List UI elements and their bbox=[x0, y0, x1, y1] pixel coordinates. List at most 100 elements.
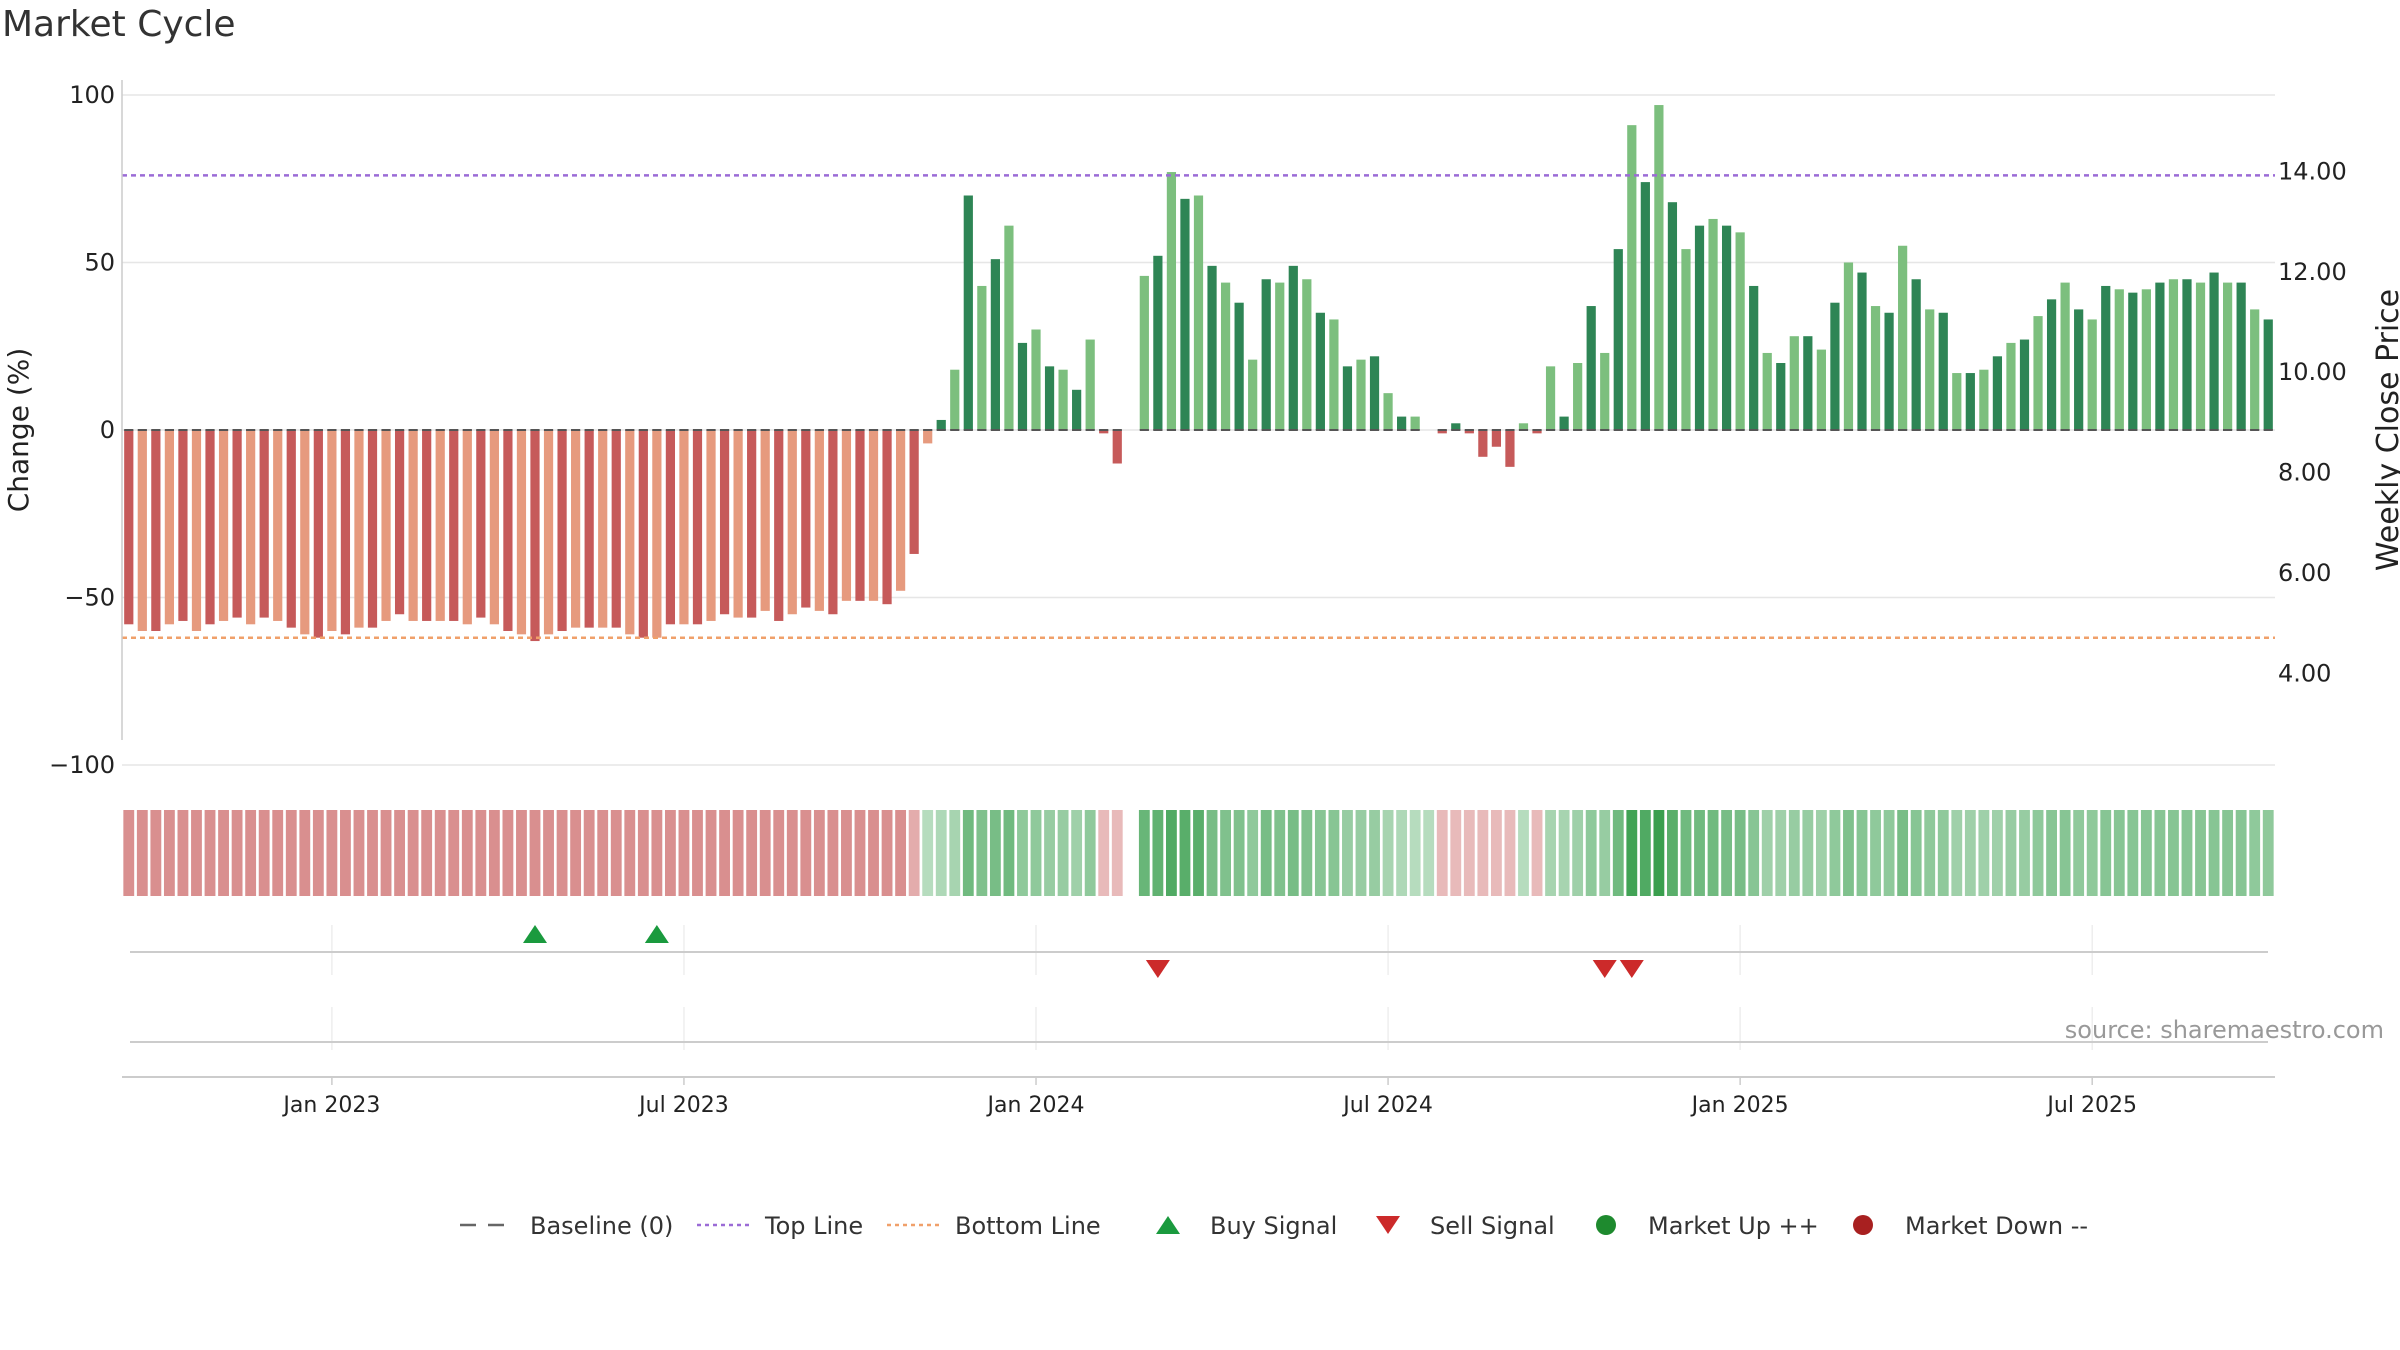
strength-bar bbox=[1477, 810, 1489, 896]
bar bbox=[462, 430, 472, 625]
strength-bar bbox=[1639, 810, 1651, 896]
bar bbox=[124, 430, 134, 625]
strength-bar bbox=[1138, 810, 1150, 896]
strength-bar bbox=[218, 810, 229, 896]
strength-bar bbox=[488, 810, 500, 896]
strength-bar bbox=[1721, 810, 1733, 896]
strength-bar bbox=[556, 810, 568, 896]
strength-bar bbox=[123, 810, 135, 896]
bar bbox=[2182, 279, 2192, 430]
strength-bar bbox=[800, 810, 812, 896]
strength-bar bbox=[1761, 810, 1773, 896]
bar bbox=[2250, 309, 2260, 430]
bar bbox=[1749, 285, 1759, 430]
bar bbox=[774, 430, 784, 621]
strength-bar bbox=[434, 810, 446, 896]
bar bbox=[1302, 279, 1312, 430]
bar bbox=[1518, 423, 1529, 430]
bar bbox=[2033, 316, 2043, 430]
bar bbox=[1776, 363, 1786, 430]
strength-bar bbox=[1707, 810, 1719, 896]
bar bbox=[801, 430, 811, 608]
bar bbox=[1234, 302, 1244, 430]
bar bbox=[340, 430, 351, 635]
bar bbox=[1044, 366, 1055, 430]
strength-bar bbox=[326, 810, 338, 896]
strength-bar bbox=[1193, 810, 1204, 896]
bar bbox=[354, 430, 364, 628]
y2-tick-label: 10.00 bbox=[2278, 358, 2347, 386]
strength-bar bbox=[1991, 810, 2003, 896]
bar bbox=[1315, 312, 1325, 430]
y-tick-label: −100 bbox=[49, 751, 115, 779]
legend-item: Market Down -- bbox=[1853, 1212, 2088, 1240]
strength-bar bbox=[2249, 810, 2261, 896]
bar bbox=[1166, 172, 1177, 431]
bar bbox=[137, 430, 147, 631]
strength-bar bbox=[1369, 810, 1380, 896]
legend-label: Buy Signal bbox=[1210, 1212, 1337, 1240]
strength-bar bbox=[1233, 810, 1245, 896]
bar bbox=[2101, 285, 2111, 430]
bar bbox=[449, 430, 459, 621]
strength-bar bbox=[1490, 810, 1502, 896]
bar bbox=[2263, 319, 2273, 430]
strength-bar bbox=[624, 810, 636, 896]
bar bbox=[2006, 342, 2016, 430]
bar bbox=[1938, 312, 1948, 430]
legend-item: Baseline (0) bbox=[460, 1212, 673, 1240]
bar bbox=[1789, 336, 1799, 430]
strength-bar bbox=[299, 810, 311, 896]
bar bbox=[706, 430, 716, 621]
strength-strip bbox=[123, 810, 2274, 896]
bar bbox=[164, 430, 174, 625]
bar bbox=[584, 430, 594, 628]
bar bbox=[1911, 279, 1921, 430]
bar bbox=[2074, 309, 2084, 430]
bar bbox=[2060, 282, 2070, 430]
strength-bar bbox=[1057, 810, 1069, 896]
bar bbox=[1627, 125, 1637, 431]
bar bbox=[381, 430, 391, 621]
strength-bar bbox=[2181, 810, 2193, 896]
strength-bar bbox=[2208, 810, 2220, 896]
bar bbox=[841, 430, 852, 601]
y2-tick-label: 14.00 bbox=[2278, 157, 2347, 185]
bar bbox=[1573, 363, 1583, 430]
strength-bar bbox=[204, 810, 216, 896]
bar bbox=[394, 430, 405, 615]
bar bbox=[218, 430, 229, 621]
buy-signal-marker bbox=[644, 925, 669, 943]
strength-bar bbox=[1910, 810, 1922, 896]
sell-signal-marker bbox=[1619, 960, 1644, 978]
strength-bar bbox=[448, 810, 460, 896]
bar bbox=[1085, 339, 1095, 430]
strength-bar bbox=[1951, 810, 1963, 896]
legend-label: Top Line bbox=[764, 1212, 863, 1240]
bar bbox=[1220, 282, 1231, 430]
buy-signal-marker bbox=[522, 925, 547, 943]
strength-bar bbox=[1436, 810, 1448, 896]
bar bbox=[313, 430, 323, 638]
strength-bar bbox=[1815, 810, 1827, 896]
bar bbox=[1288, 265, 1298, 430]
legend-item: Sell Signal bbox=[1376, 1212, 1555, 1240]
bar bbox=[1545, 366, 1556, 430]
bar bbox=[1017, 342, 1028, 430]
sell-signal-marker bbox=[1592, 960, 1617, 978]
bar bbox=[909, 430, 919, 554]
strength-bar bbox=[2005, 810, 2017, 896]
legend-item: Market Up ++ bbox=[1596, 1212, 1819, 1240]
strength-bar bbox=[1964, 810, 1976, 896]
bar bbox=[679, 430, 689, 625]
bar bbox=[950, 369, 960, 430]
strength-bar bbox=[678, 810, 690, 896]
strength-bar bbox=[989, 810, 1001, 896]
bar bbox=[1437, 430, 1447, 434]
strength-bar bbox=[1667, 810, 1678, 896]
legend-label: Bottom Line bbox=[955, 1212, 1101, 1240]
legend-label: Market Up ++ bbox=[1648, 1212, 1819, 1240]
bar bbox=[1207, 265, 1217, 430]
strength-bar bbox=[177, 810, 189, 896]
